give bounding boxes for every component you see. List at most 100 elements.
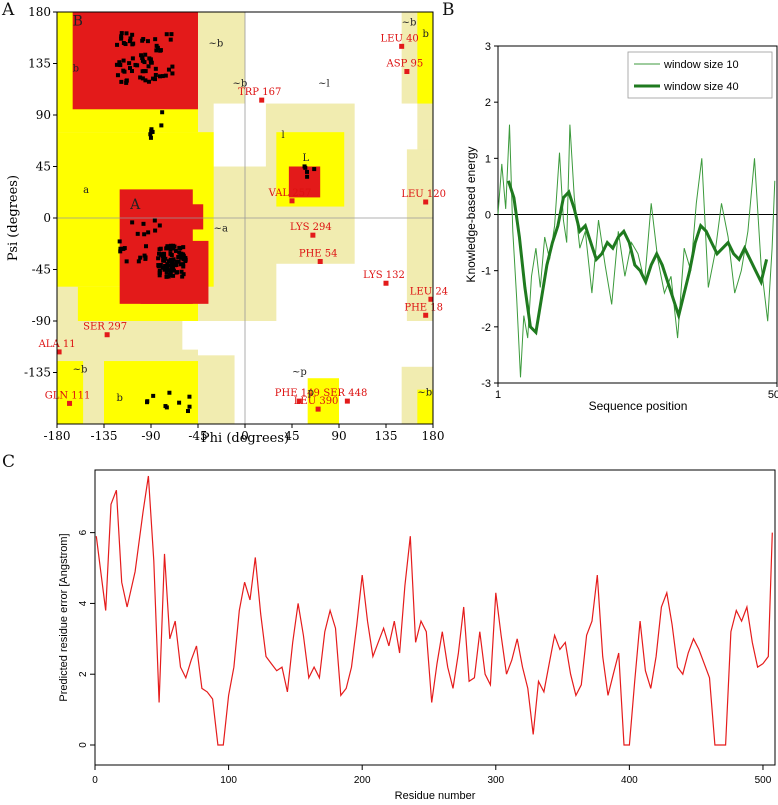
- residue-point: [157, 223, 162, 228]
- residue-point: [165, 264, 170, 269]
- residue-point: [156, 264, 161, 269]
- residue-point: [165, 262, 170, 267]
- residue-point: [130, 32, 135, 37]
- residue-point: [130, 56, 135, 61]
- residue-point: [142, 232, 147, 237]
- y-tick-label-c: 2: [78, 671, 89, 677]
- residue-point: [130, 42, 135, 47]
- residue-point: [312, 167, 317, 172]
- residue-point: [138, 255, 143, 260]
- residue-point: [163, 256, 168, 261]
- outlier-point: [428, 296, 434, 302]
- x-tick-label-b: 1: [495, 389, 501, 401]
- residue-point: [160, 74, 165, 79]
- residue-point: [159, 252, 164, 257]
- y-tick-label-a: 180: [28, 5, 51, 19]
- residue-point: [304, 169, 309, 174]
- region-label: L: [302, 153, 309, 164]
- outlier-point: [259, 97, 265, 103]
- x-tick-label-a: 0: [241, 429, 249, 443]
- x-tick-label-a: 45: [284, 429, 299, 443]
- outlier-label: VAL 257: [268, 188, 312, 199]
- residue-point: [168, 270, 173, 275]
- residue-point: [129, 69, 134, 74]
- residue-point: [172, 244, 177, 249]
- residue-point: [146, 64, 151, 69]
- region-label: b: [73, 64, 79, 75]
- residue-point: [179, 269, 184, 274]
- panel-label-c: C: [2, 452, 16, 472]
- outlier-label: PHE 54: [299, 248, 338, 259]
- residue-point: [168, 263, 173, 268]
- region-label: A: [129, 197, 141, 213]
- y-tick-label-c: 0: [78, 742, 89, 748]
- residue-point: [148, 57, 153, 62]
- outlier-label: ASP 95: [386, 59, 424, 70]
- x-tick-label-a: 180: [422, 429, 445, 443]
- residue-point: [118, 249, 123, 254]
- residue-point: [151, 393, 156, 398]
- region-label: ~a: [214, 224, 228, 235]
- outlier-label: LEU 390: [294, 396, 339, 407]
- x-tick-label-c: 100: [220, 775, 237, 786]
- x-tick-label-c: 500: [755, 775, 772, 786]
- generous-region: [198, 355, 235, 424]
- residue-point: [122, 69, 127, 74]
- region-label: ~b: [208, 38, 223, 49]
- generous-region: [406, 149, 433, 321]
- residue-point: [181, 264, 186, 269]
- residue-point: [145, 400, 150, 405]
- residue-point: [119, 34, 124, 39]
- region-label: B: [73, 14, 83, 30]
- residue-point: [114, 62, 119, 67]
- residue-point: [171, 273, 176, 278]
- residue-point: [176, 259, 181, 264]
- residue-point: [138, 75, 143, 80]
- residue-point: [136, 259, 141, 264]
- y-tick-label-a: -90: [32, 314, 51, 328]
- x-tick-label-a: 90: [331, 429, 346, 443]
- residue-point: [117, 60, 122, 65]
- outlier-point: [289, 198, 295, 204]
- y-tick-label-b: -1: [481, 266, 491, 278]
- residue-point: [117, 239, 122, 244]
- x-axis-title-b: Sequence position: [589, 399, 688, 413]
- residue-point: [122, 246, 127, 251]
- residue-point: [145, 39, 150, 44]
- region-label: ~b: [232, 78, 247, 89]
- residue-point: [154, 48, 159, 53]
- outlier-point: [423, 199, 429, 205]
- residue-point: [176, 255, 181, 260]
- residue-point: [148, 132, 153, 137]
- residue-point: [142, 69, 147, 74]
- y-tick-label-b: 2: [485, 97, 491, 109]
- legend-label-2: window size 40: [663, 81, 739, 93]
- allowed-region: [417, 12, 433, 104]
- y-tick-label-a: 135: [28, 57, 51, 71]
- y-axis-title-c: Predicted residue error [Angstrom]: [58, 533, 70, 701]
- outlier-label: LYS 132: [363, 270, 405, 281]
- residue-point: [165, 268, 170, 273]
- residue-point: [163, 73, 168, 78]
- residue-point: [124, 31, 129, 36]
- panel-label-a: A: [2, 0, 15, 20]
- residue-point: [187, 394, 192, 399]
- residue-point: [118, 246, 123, 251]
- residue-point: [162, 251, 167, 256]
- outlier-point: [296, 398, 302, 404]
- residue-point: [162, 267, 167, 272]
- outlier-point: [404, 69, 410, 75]
- x-tick-label-a: -90: [141, 429, 160, 443]
- residue-point: [135, 231, 140, 236]
- residue-point: [153, 73, 158, 78]
- residue-point: [141, 37, 146, 42]
- x-tick-label-c: 300: [487, 775, 504, 786]
- y-tick-label-a: 0: [43, 211, 51, 225]
- y-tick-label-b: 3: [485, 41, 491, 53]
- residue-point: [121, 41, 126, 46]
- residue-point: [140, 55, 145, 60]
- allowed-region: [417, 389, 433, 424]
- residue-point: [168, 247, 173, 252]
- outlier-point: [315, 406, 321, 412]
